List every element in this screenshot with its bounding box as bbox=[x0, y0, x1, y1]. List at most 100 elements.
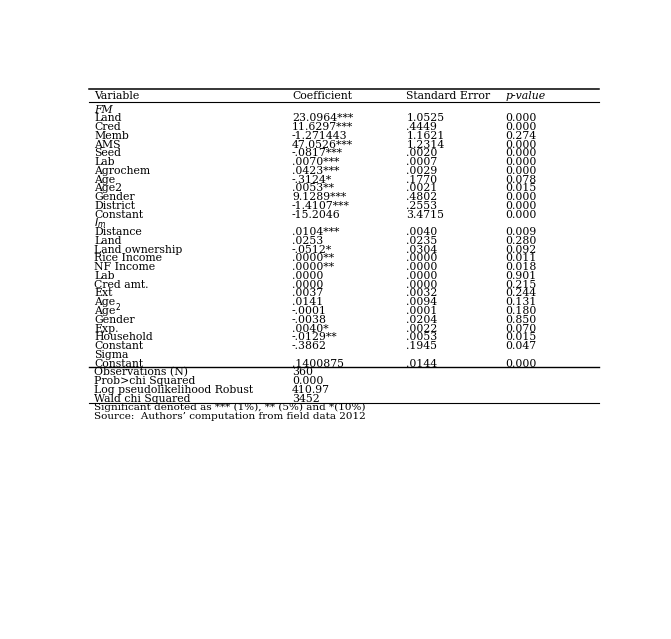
Text: .1945: .1945 bbox=[407, 341, 437, 351]
Text: -15.2046: -15.2046 bbox=[292, 210, 341, 220]
Text: .0020: .0020 bbox=[407, 148, 437, 158]
Text: .0053: .0053 bbox=[407, 332, 437, 343]
Text: .0000: .0000 bbox=[407, 262, 437, 272]
Text: 0.018: 0.018 bbox=[505, 262, 537, 272]
Text: .0304: .0304 bbox=[407, 245, 437, 255]
Text: -.0129**: -.0129** bbox=[292, 332, 338, 343]
Text: Prob>chi Squared: Prob>chi Squared bbox=[94, 376, 196, 386]
Text: Observations (N): Observations (N) bbox=[94, 367, 189, 378]
Text: Ext: Ext bbox=[94, 288, 113, 298]
Text: 0.131: 0.131 bbox=[505, 297, 537, 307]
Text: .0144: .0144 bbox=[407, 358, 437, 369]
Text: Memb: Memb bbox=[94, 131, 129, 141]
Text: NF Income: NF Income bbox=[94, 262, 156, 272]
Text: Constant: Constant bbox=[94, 210, 144, 220]
Text: .0021: .0021 bbox=[407, 183, 437, 194]
Text: 0.000: 0.000 bbox=[505, 192, 537, 202]
Text: .0040: .0040 bbox=[407, 227, 437, 237]
Text: Gender: Gender bbox=[94, 192, 135, 202]
Text: 0.000: 0.000 bbox=[505, 148, 537, 158]
Text: -1.4107***: -1.4107*** bbox=[292, 201, 350, 211]
Text: .0000: .0000 bbox=[407, 271, 437, 281]
Text: .0070***: .0070*** bbox=[292, 157, 340, 167]
Text: Constant: Constant bbox=[94, 358, 144, 369]
Text: 1.1621: 1.1621 bbox=[407, 131, 445, 141]
Text: .0423***: .0423*** bbox=[292, 166, 340, 176]
Text: Constant: Constant bbox=[94, 341, 144, 351]
Text: .0053**: .0053** bbox=[292, 183, 334, 194]
Text: 0.274: 0.274 bbox=[505, 131, 536, 141]
Text: Rice Income: Rice Income bbox=[94, 254, 162, 263]
Text: Wald chi Squared: Wald chi Squared bbox=[94, 394, 191, 404]
Text: .0235: .0235 bbox=[407, 236, 437, 246]
Text: 47.0526***: 47.0526*** bbox=[292, 139, 353, 150]
Text: p-value: p-value bbox=[505, 91, 546, 102]
Text: Household: Household bbox=[94, 332, 153, 343]
Text: 0.009: 0.009 bbox=[505, 227, 536, 237]
Text: 360: 360 bbox=[292, 367, 313, 377]
Text: Gender: Gender bbox=[94, 315, 135, 325]
Text: .0000**: .0000** bbox=[292, 262, 334, 272]
Text: 0.078: 0.078 bbox=[505, 174, 536, 185]
Text: .0000**: .0000** bbox=[292, 254, 334, 263]
Text: .0037: .0037 bbox=[292, 288, 323, 298]
Text: District: District bbox=[94, 201, 136, 211]
Text: $I_m$: $I_m$ bbox=[94, 217, 107, 230]
Text: -.0001: -.0001 bbox=[292, 306, 327, 316]
Text: .0022: .0022 bbox=[407, 323, 437, 334]
Text: .0094: .0094 bbox=[407, 297, 437, 307]
Text: -1.271443: -1.271443 bbox=[292, 131, 348, 141]
Text: 0.011: 0.011 bbox=[505, 254, 537, 263]
Text: Lab: Lab bbox=[94, 271, 115, 281]
Text: 1.0525: 1.0525 bbox=[407, 113, 444, 123]
Text: .1400875: .1400875 bbox=[292, 358, 344, 369]
Text: Exp.: Exp. bbox=[94, 323, 119, 334]
Text: 410.97: 410.97 bbox=[292, 385, 330, 395]
Text: 0.000: 0.000 bbox=[505, 139, 537, 150]
Text: 0.180: 0.180 bbox=[505, 306, 537, 316]
Text: 11.6297***: 11.6297*** bbox=[292, 122, 353, 132]
Text: .0040*: .0040* bbox=[292, 323, 329, 334]
Text: 0.901: 0.901 bbox=[505, 271, 536, 281]
Text: Significant denoted as *** (1%), ** (5%) and *(10%): Significant denoted as *** (1%), ** (5%)… bbox=[94, 403, 366, 412]
Text: .4802: .4802 bbox=[407, 192, 437, 202]
Text: 0.092: 0.092 bbox=[505, 245, 536, 255]
Text: 0.000: 0.000 bbox=[505, 166, 537, 176]
Text: FM: FM bbox=[94, 105, 113, 114]
Text: Source:  Authors’ computation from field data 2012: Source: Authors’ computation from field … bbox=[94, 412, 366, 420]
Text: .0253: .0253 bbox=[292, 236, 323, 246]
Text: .4449: .4449 bbox=[407, 122, 437, 132]
Text: Land: Land bbox=[94, 113, 121, 123]
Text: Log pseudolikelihood Robust: Log pseudolikelihood Robust bbox=[94, 385, 254, 395]
Text: -.3862: -.3862 bbox=[292, 341, 327, 351]
Text: Lab: Lab bbox=[94, 157, 115, 167]
Text: 0.047: 0.047 bbox=[505, 341, 536, 351]
Text: Coefficient: Coefficient bbox=[292, 91, 352, 102]
Text: .0104***: .0104*** bbox=[292, 227, 340, 237]
Text: 3.4715: 3.4715 bbox=[407, 210, 444, 220]
Text: Land: Land bbox=[94, 236, 121, 246]
Text: .0000: .0000 bbox=[292, 271, 323, 281]
Text: 0.070: 0.070 bbox=[505, 323, 536, 334]
Text: Age: Age bbox=[94, 297, 115, 307]
Text: -.0817***: -.0817*** bbox=[292, 148, 343, 158]
Text: Standard Error: Standard Error bbox=[407, 91, 491, 102]
Text: Land ownership: Land ownership bbox=[94, 245, 183, 255]
Text: Sigma: Sigma bbox=[94, 350, 129, 360]
Text: 3452: 3452 bbox=[292, 394, 319, 404]
Text: Variable: Variable bbox=[94, 91, 140, 102]
Text: 0.000: 0.000 bbox=[505, 122, 537, 132]
Text: 0.000: 0.000 bbox=[505, 210, 537, 220]
Text: 0.850: 0.850 bbox=[505, 315, 536, 325]
Text: Agrochem: Agrochem bbox=[94, 166, 150, 176]
Text: Cred amt.: Cred amt. bbox=[94, 280, 149, 289]
Text: Cred: Cred bbox=[94, 122, 121, 132]
Text: Distance: Distance bbox=[94, 227, 142, 237]
Text: .2553: .2553 bbox=[407, 201, 437, 211]
Text: .0007: .0007 bbox=[407, 157, 437, 167]
Text: 0.000: 0.000 bbox=[292, 376, 323, 386]
Text: 23.0964***: 23.0964*** bbox=[292, 113, 353, 123]
Text: .1770: .1770 bbox=[407, 174, 437, 185]
Text: .0141: .0141 bbox=[292, 297, 323, 307]
Text: .0000: .0000 bbox=[407, 280, 437, 289]
